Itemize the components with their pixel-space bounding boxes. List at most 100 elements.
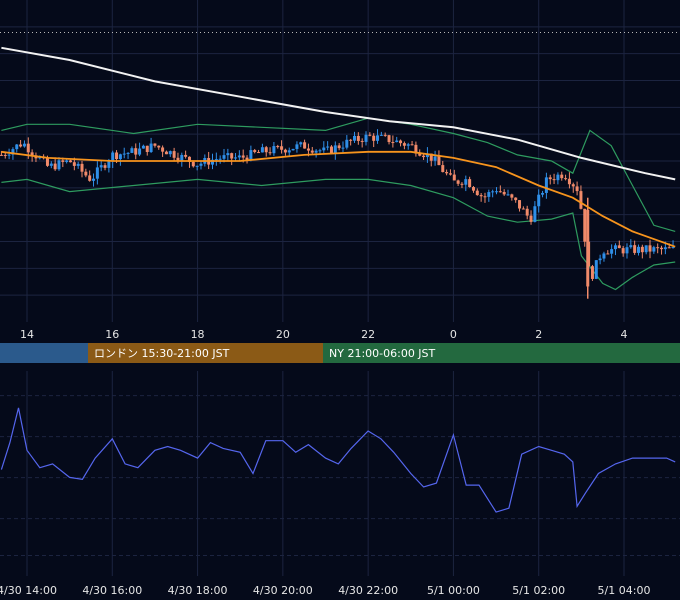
candle-body: [368, 134, 372, 136]
candle-body: [249, 150, 253, 161]
candle-body: [544, 177, 548, 193]
candle-body: [149, 143, 153, 152]
candle-body: [429, 153, 433, 161]
candle-body: [253, 150, 257, 153]
candle-body: [422, 155, 426, 158]
candle-body: [111, 152, 115, 162]
candle-body: [356, 135, 360, 141]
candle-body: [625, 247, 629, 254]
candle-body: [448, 173, 452, 175]
x-tick-label: 2: [535, 328, 542, 341]
axis-strip: [0, 322, 680, 343]
x-tick-label: 14: [20, 328, 34, 341]
candle-body: [76, 163, 80, 166]
candle-body: [502, 191, 506, 195]
x-tick-label: 22: [361, 328, 375, 341]
bollinger-upper-line: [1, 117, 676, 232]
x-tick-label: 0: [450, 328, 457, 341]
candle-body: [280, 146, 284, 150]
candle-body: [667, 247, 671, 249]
candle-body: [310, 150, 314, 153]
candle-body: [65, 160, 69, 162]
candle-body: [506, 194, 510, 196]
price-x-axis: 14 16 18 20 22 0 2 4: [20, 328, 628, 341]
candle-body: [168, 151, 172, 155]
candle-body: [571, 184, 575, 187]
candle-body: [264, 147, 268, 153]
candle-body: [80, 163, 84, 172]
candle-body: [425, 153, 429, 158]
candle-body: [437, 156, 441, 166]
oscillator-panel: [0, 407, 676, 513]
candle-body: [586, 209, 590, 287]
candle-body: [590, 266, 594, 279]
candle-body: [107, 161, 111, 168]
candle-body: [521, 208, 525, 210]
candle-body: [53, 163, 57, 170]
candle-body: [468, 179, 472, 188]
candle-body: [210, 159, 214, 165]
candle-body: [602, 253, 606, 259]
candle-body: [510, 194, 514, 198]
oscillator-line: [0, 407, 676, 513]
candle-body: [579, 191, 583, 209]
candle-body: [272, 146, 276, 154]
candle-body: [360, 140, 364, 142]
candle-body: [567, 178, 571, 185]
candle-body: [122, 153, 126, 155]
candle-body: [617, 245, 621, 249]
candle-body: [441, 165, 445, 173]
candle-body: [395, 140, 399, 143]
candle-body: [164, 151, 168, 155]
candle-body: [184, 154, 188, 157]
candle-body: [606, 253, 610, 255]
candle-body: [456, 180, 460, 184]
x-tick-label: 4/30 14:00: [0, 584, 57, 597]
candle-body: [333, 145, 337, 154]
ma-slow-line: [1, 46, 676, 181]
candle-body: [479, 195, 483, 197]
candle-body: [529, 215, 533, 222]
candle-body: [161, 147, 165, 152]
candle-body: [613, 245, 617, 250]
candle-body: [145, 145, 149, 152]
candle-body: [452, 174, 456, 181]
candle-body: [648, 245, 652, 252]
candle-body: [38, 157, 42, 159]
candle-body: [548, 177, 552, 180]
session-label: NY 21:00-06:00 JST: [329, 347, 436, 360]
candle-body: [314, 150, 318, 153]
candle-body: [322, 147, 326, 151]
candle-body: [268, 152, 272, 154]
x-tick-label: 5/1 00:00: [427, 584, 480, 597]
candle-body: [61, 160, 65, 162]
candle-body: [199, 163, 203, 166]
candle-body: [337, 145, 341, 149]
bollinger-lower-line: [1, 178, 676, 291]
candle-body: [583, 208, 587, 242]
candle-body: [621, 248, 625, 254]
candle-body: [172, 151, 176, 158]
candle-body: [49, 163, 53, 166]
candle-body: [326, 146, 330, 148]
candle-body: [84, 171, 88, 176]
candle-body: [329, 146, 333, 154]
candle-body: [234, 157, 238, 159]
candle-body: [560, 174, 564, 179]
candle-body: [19, 144, 23, 147]
candle-body: [214, 159, 218, 161]
candle-body: [11, 149, 15, 155]
candle-body: [464, 179, 468, 185]
candle-body: [0, 154, 3, 156]
candle-body: [226, 153, 230, 156]
candle-body: [22, 143, 26, 147]
candle-body: [30, 152, 34, 156]
candle-body: [552, 179, 556, 181]
candle-body: [341, 147, 345, 149]
candle-body: [352, 135, 356, 141]
candle-body: [118, 154, 122, 160]
candle-body: [498, 191, 502, 193]
